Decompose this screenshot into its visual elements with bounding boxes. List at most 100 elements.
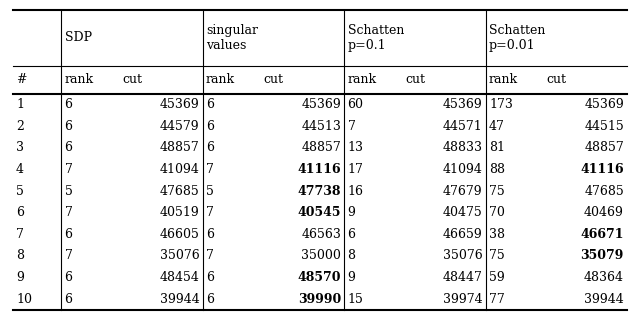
Text: 47738: 47738	[298, 184, 341, 198]
Text: 47685: 47685	[160, 184, 200, 198]
Text: 48454: 48454	[160, 271, 200, 284]
Text: 7: 7	[348, 120, 355, 133]
Text: 44515: 44515	[584, 120, 624, 133]
Text: 41116: 41116	[580, 163, 624, 176]
Text: 13: 13	[348, 141, 364, 154]
Text: 40475: 40475	[443, 206, 483, 219]
Text: 40545: 40545	[298, 206, 341, 219]
Text: 5: 5	[206, 184, 214, 198]
Text: 9: 9	[348, 271, 355, 284]
Text: 41094: 41094	[443, 163, 483, 176]
Text: 7: 7	[16, 228, 24, 241]
Text: 41094: 41094	[160, 163, 200, 176]
Text: 3: 3	[16, 141, 24, 154]
Text: 75: 75	[489, 249, 505, 263]
Text: 6: 6	[206, 271, 214, 284]
Text: 88: 88	[489, 163, 505, 176]
Text: rank: rank	[65, 73, 93, 87]
Text: 9: 9	[348, 206, 355, 219]
Text: 7: 7	[206, 249, 214, 263]
Text: 81: 81	[489, 141, 505, 154]
Text: 47685: 47685	[584, 184, 624, 198]
Text: 40519: 40519	[160, 206, 200, 219]
Text: 45369: 45369	[443, 98, 483, 111]
Text: 40469: 40469	[584, 206, 624, 219]
Text: 15: 15	[348, 293, 364, 306]
Text: rank: rank	[489, 73, 518, 87]
Text: 60: 60	[348, 98, 364, 111]
Text: 39990: 39990	[298, 293, 341, 306]
Text: 6: 6	[65, 120, 72, 133]
Text: 7: 7	[65, 206, 72, 219]
Text: 46605: 46605	[160, 228, 200, 241]
Text: 6: 6	[206, 120, 214, 133]
Text: 44513: 44513	[301, 120, 341, 133]
Text: 35079: 35079	[580, 249, 624, 263]
Text: 48570: 48570	[298, 271, 341, 284]
Text: 1: 1	[16, 98, 24, 111]
Text: 6: 6	[206, 293, 214, 306]
Text: 9: 9	[16, 271, 24, 284]
Text: 48833: 48833	[442, 141, 483, 154]
Text: 45369: 45369	[160, 98, 200, 111]
Text: 6: 6	[65, 271, 72, 284]
Text: 16: 16	[348, 184, 364, 198]
Text: 7: 7	[65, 249, 72, 263]
Text: 6: 6	[65, 98, 72, 111]
Text: #: #	[16, 73, 26, 87]
Text: 48857: 48857	[160, 141, 200, 154]
Text: 46659: 46659	[443, 228, 483, 241]
Text: 6: 6	[206, 98, 214, 111]
Text: 39944: 39944	[160, 293, 200, 306]
Text: 46671: 46671	[580, 228, 624, 241]
Text: 35076: 35076	[443, 249, 483, 263]
Text: 45369: 45369	[301, 98, 341, 111]
Text: 4: 4	[16, 163, 24, 176]
Text: 46563: 46563	[301, 228, 341, 241]
Text: 7: 7	[206, 206, 214, 219]
Text: 45369: 45369	[584, 98, 624, 111]
Text: 2: 2	[16, 120, 24, 133]
Text: 5: 5	[65, 184, 72, 198]
Text: 173: 173	[489, 98, 513, 111]
Text: 48857: 48857	[584, 141, 624, 154]
Text: cut: cut	[405, 73, 425, 87]
Text: Schatten
p=0.01: Schatten p=0.01	[489, 24, 545, 52]
Text: 6: 6	[65, 141, 72, 154]
Text: 77: 77	[489, 293, 505, 306]
Text: 6: 6	[16, 206, 24, 219]
Text: 6: 6	[206, 228, 214, 241]
Text: 47679: 47679	[443, 184, 483, 198]
Text: 7: 7	[65, 163, 72, 176]
Text: rank: rank	[206, 73, 235, 87]
Text: 48364: 48364	[584, 271, 624, 284]
Text: 47: 47	[489, 120, 505, 133]
Text: 8: 8	[16, 249, 24, 263]
Text: 10: 10	[16, 293, 32, 306]
Text: 7: 7	[206, 163, 214, 176]
Text: cut: cut	[547, 73, 566, 87]
Text: Schatten
p=0.1: Schatten p=0.1	[348, 24, 404, 52]
Text: 35000: 35000	[301, 249, 341, 263]
Text: 8: 8	[348, 249, 355, 263]
Text: 44579: 44579	[160, 120, 200, 133]
Text: 39944: 39944	[584, 293, 624, 306]
Text: 6: 6	[206, 141, 214, 154]
Text: 35076: 35076	[160, 249, 200, 263]
Text: 6: 6	[348, 228, 355, 241]
Text: singular
values: singular values	[206, 24, 258, 52]
Text: 39974: 39974	[443, 293, 483, 306]
Text: 6: 6	[65, 228, 72, 241]
Text: SDP: SDP	[65, 31, 92, 45]
Text: 48857: 48857	[301, 141, 341, 154]
Text: 5: 5	[16, 184, 24, 198]
Text: 17: 17	[348, 163, 364, 176]
Text: 6: 6	[65, 293, 72, 306]
Text: rank: rank	[348, 73, 376, 87]
Text: cut: cut	[264, 73, 284, 87]
Text: cut: cut	[122, 73, 142, 87]
Text: 38: 38	[489, 228, 505, 241]
Text: 48447: 48447	[443, 271, 483, 284]
Text: 70: 70	[489, 206, 505, 219]
Text: 44571: 44571	[443, 120, 483, 133]
